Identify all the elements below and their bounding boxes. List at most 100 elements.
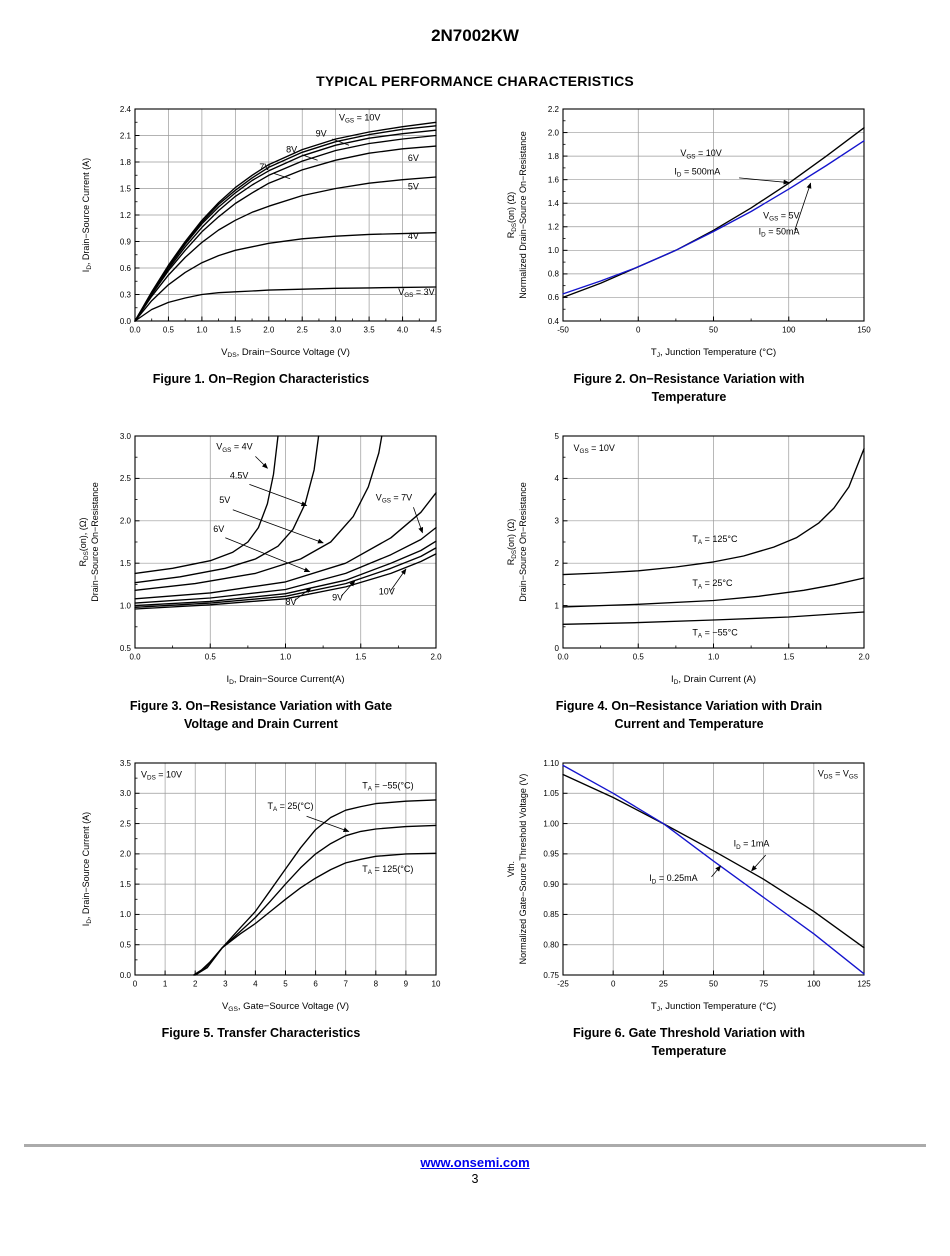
tick-label-x: 25 — [659, 980, 668, 989]
plot-border — [134, 762, 437, 976]
footer-link[interactable]: www.onsemi.com — [420, 1155, 530, 1170]
tick-label-y: 0.85 — [543, 910, 559, 919]
leader-line — [794, 182, 812, 231]
tick-label-x: 1.0 — [280, 653, 292, 662]
annotation-label: ID = 50mA — [759, 226, 800, 238]
tick-label-y: 2.5 — [120, 474, 132, 483]
plot-border — [562, 435, 865, 649]
tick-label-y: 1.0 — [120, 601, 132, 610]
series-vgs-5v — [134, 176, 437, 322]
leader-line — [274, 173, 291, 180]
annotation-label: TA = 125°C — [692, 534, 738, 546]
series-ta-125c — [194, 852, 437, 976]
series-ta-25c — [562, 577, 865, 608]
leader-line — [249, 483, 308, 507]
series-vgs-3v — [134, 286, 437, 322]
figure-4: 0.0 0.5 1.0 1.5 2.0 0 1 2 3 4 5 VGS = 10V TA = 125°C… — [495, 426, 883, 733]
tick-label-x: 1.0 — [708, 653, 720, 662]
tick-label-y: 5 — [555, 432, 560, 441]
annotation-label: ID = 0.25mA — [649, 873, 697, 885]
y-axis-label: Normalized Drain−Source On−Resistance — [518, 131, 528, 299]
tick-label-x: 4 — [253, 980, 258, 989]
annotation-label: TA = −55°C — [692, 627, 738, 639]
figure-4-caption: Figure 4. On−Resistance Variation with D… — [555, 699, 823, 731]
tick-label-y: 2.0 — [120, 850, 132, 859]
tick-label-x: -25 — [557, 980, 569, 989]
footer-rule — [24, 1144, 926, 1147]
x-axis-label: TJ, Junction Temperature (°C) — [651, 1001, 776, 1013]
annotation-label: 9V — [332, 593, 343, 603]
tick-label-x: 0.0 — [129, 653, 141, 662]
tick-label-x: 125 — [857, 980, 871, 989]
annotation-label: TA = 25°C — [692, 578, 733, 590]
annotation-label: 7V — [259, 162, 270, 172]
page-footer: www.onsemi.com 3 — [0, 1144, 950, 1186]
page-number: 3 — [471, 1172, 479, 1186]
tick-label-y: 1.5 — [120, 880, 132, 889]
figure-6-chart: -25 0 25 50 75 100 125 0.75 0.80 0.85 0.90 0.95 1.00… — [506, 759, 871, 1013]
chart-group: 0.0 0.5 1.0 1.5 2.0 0 1 2 3 4 5 VGS = 10V TA = 125°C… — [506, 432, 870, 686]
plot-border — [562, 108, 865, 322]
tick-label-x: 10 — [432, 980, 441, 989]
figure-2-chart: -50 0 50 100 150 0.4 0.6 0.8 1.0 1.2 1.4 1.6 1.8 2.0 2… — [506, 105, 871, 359]
plot-border — [134, 435, 437, 649]
tick-label-x: 1.5 — [355, 653, 367, 662]
tick-label-x: 4.5 — [430, 326, 442, 335]
figure-6-caption: Figure 6. Gate Threshold Variation with … — [573, 1026, 805, 1058]
tick-label-y: 0.4 — [548, 317, 560, 326]
y-axis-label: Normalized Gate−Source Threshold Voltage… — [518, 774, 528, 965]
figure-1-caption: Figure 1. On−Region Characteristics — [152, 372, 370, 386]
tick-label-x: 2.0 — [263, 326, 275, 335]
leader-line — [390, 568, 407, 591]
page-title: 2N7002KW — [431, 26, 519, 45]
tick-label-x: 3 — [223, 980, 228, 989]
tick-label-y: 0.80 — [543, 941, 559, 950]
leader-line — [751, 854, 766, 872]
tick-label-x: 0 — [611, 980, 616, 989]
leader-line — [302, 154, 318, 161]
tick-label-x: 2 — [193, 980, 198, 989]
annotation-label: VGS = 4V — [216, 442, 252, 454]
tick-label-y: 0.95 — [543, 850, 559, 859]
leader-line — [225, 537, 311, 573]
x-axis-label: TJ, Junction Temperature (°C) — [651, 347, 776, 359]
series-vgs-6v — [134, 145, 437, 322]
tick-label-y: 2.0 — [120, 517, 132, 526]
chart-group: -50 0 50 100 150 0.4 0.6 0.8 1.0 1.2 1.4 1.6 1.8 2.0 2… — [506, 105, 871, 359]
chart-group: -25 0 25 50 75 100 125 0.75 0.80 0.85 0.90 0.95 1.00… — [506, 759, 871, 1013]
tick-label-x: 7 — [343, 980, 348, 989]
series-vgs-8v — [134, 129, 437, 322]
plot-border — [134, 108, 437, 322]
section-title: TYPICAL PERFORMANCE CHARACTERISTICS — [316, 73, 634, 89]
tick-label-y: 0.5 — [120, 941, 132, 950]
figure-6: -25 0 25 50 75 100 125 0.75 0.80 0.85 0.90 0.95 1.00… — [495, 753, 883, 1060]
tick-label-x: 3.5 — [364, 326, 376, 335]
tick-label-x: 9 — [404, 980, 409, 989]
annotation-label: VDS = VGS — [818, 768, 858, 780]
y-axis-label: ID, Drain−Source Current (A) — [81, 158, 93, 272]
x-axis-label: VGS, Gate−Source Voltage (V) — [222, 1001, 349, 1013]
tick-label-x: 0.5 — [205, 653, 217, 662]
tick-label-y: 1.8 — [120, 158, 132, 167]
tick-label-y: 2.2 — [548, 105, 560, 114]
tick-label-y: 1.4 — [548, 199, 560, 208]
tick-label-y: 3.0 — [120, 432, 132, 441]
chart-group: 0 1 2 3 4 5 6 7 8 9 10 0.0 0.5 1.0 1.5 2.0 2.5 3.0 3.5 VDS … — [81, 759, 441, 1013]
series-vgs-4v — [134, 435, 279, 575]
tick-label-y: 2.1 — [120, 131, 132, 140]
annotation-label: 8V — [286, 597, 297, 607]
series-vgs-10v-id-500ma — [562, 127, 865, 299]
tick-label-x: 1.5 — [783, 653, 795, 662]
tick-label-y: 0.6 — [120, 264, 132, 273]
leader-line — [413, 507, 424, 534]
figure-2-caption: Figure 2. On−Resistance Variation with T… — [573, 372, 805, 404]
tick-label-y: 1.2 — [120, 211, 132, 220]
y-axis-label: Drain−Source On−Resistance — [90, 482, 100, 602]
figure-3: 0.0 0.5 1.0 1.5 2.0 0.5 1.0 1.5 2.0 2.5 3.0 VGS = 4… — [67, 426, 455, 733]
tick-label-y: 0 — [555, 644, 560, 653]
tick-label-y: 4 — [555, 474, 560, 483]
tick-label-y: 1.6 — [548, 175, 560, 184]
figure-5-chart: 0 1 2 3 4 5 6 7 8 9 10 0.0 0.5 1.0 1.5 2.0 2.5 3.0 3.5 VDS … — [81, 759, 441, 1013]
series-vgs-7v — [134, 526, 437, 604]
